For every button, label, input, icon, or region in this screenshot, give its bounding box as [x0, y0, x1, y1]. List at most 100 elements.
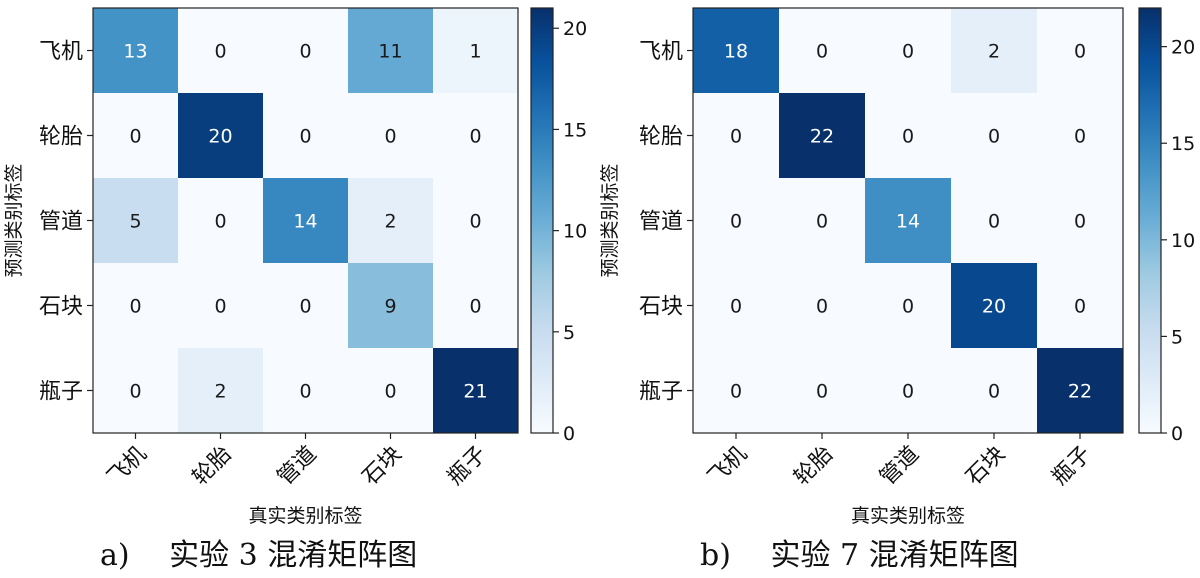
heatmap-cell	[348, 93, 434, 179]
cell-value-label: 0	[214, 211, 226, 233]
heatmap-cell	[693, 93, 780, 179]
confusion-matrix-a: 13 0 0 11 10 20 0 0 05 0 14 2 00 0 0 9 00 2 0 0 21飞机轮胎管道石块瓶子…	[3, 7, 587, 527]
x-tick-label: 轮胎	[188, 442, 237, 491]
heatmap-cell	[348, 348, 434, 434]
heatmap-cell	[348, 263, 434, 349]
heatmap-cell	[951, 8, 1038, 94]
heatmap-cell	[1037, 263, 1124, 349]
heatmap-cell	[779, 263, 866, 349]
confusion-matrix-b: 18 0 0 2 00 22 0 0 00 0 14 0 00 0 0 20 00 0 0 0 22飞机轮胎管道石块瓶子…	[599, 7, 1195, 527]
heatmap-cell	[178, 8, 264, 94]
y-tick-label: 管道	[39, 210, 83, 235]
cell-value-label: 0	[988, 126, 1000, 148]
caption-b: b) 实验 7 混淆矩阵图	[700, 538, 1019, 573]
x-axis-label: 真实类别标签	[851, 505, 965, 527]
cell-value-label: 21	[463, 381, 487, 403]
y-tick-label: 瓶子	[39, 380, 83, 405]
x-tick-label: 瓶子	[443, 442, 492, 491]
heatmap-cell	[263, 8, 349, 94]
heatmap-cell	[1037, 348, 1124, 434]
heatmap-cell	[93, 178, 179, 264]
y-axis-label: 预测类别标签	[599, 163, 621, 277]
heatmap-cell	[865, 263, 952, 349]
cell-value-label: 0	[816, 41, 828, 63]
cell-value-label: 0	[816, 296, 828, 318]
y-tick-label: 飞机	[39, 40, 83, 65]
heatmap-cell	[779, 178, 866, 264]
heatmap-cell	[433, 263, 519, 349]
colorbar-tick-label: 15	[563, 119, 587, 141]
colorbar-tick-label: 0	[563, 423, 575, 445]
heatmap-cell	[779, 93, 866, 179]
cell-value-label: 0	[469, 126, 481, 148]
cell-value-label: 0	[730, 296, 742, 318]
colorbar-tick-label: 20	[563, 18, 587, 40]
heatmap-cell	[433, 8, 519, 94]
cell-value-label: 0	[469, 296, 481, 318]
x-tick-label: 石块	[358, 442, 407, 491]
cell-value-label: 13	[123, 41, 147, 63]
x-tick-label: 管道	[875, 442, 924, 491]
cell-value-label: 0	[816, 211, 828, 233]
heatmap-cell	[865, 8, 952, 94]
heatmap-cell	[433, 348, 519, 434]
cell-value-label: 20	[982, 296, 1006, 318]
cell-value-label: 5	[129, 211, 141, 233]
heatmap-cell	[693, 263, 780, 349]
y-axis-label: 预测类别标签	[3, 163, 25, 277]
cell-value-label: 0	[469, 211, 481, 233]
heatmap-cell	[93, 348, 179, 434]
cell-value-label: 11	[378, 41, 402, 63]
cell-value-label: 20	[208, 126, 232, 148]
cell-value-label: 0	[902, 381, 914, 403]
colorbar-tick-label: 5	[1171, 326, 1183, 348]
cell-value-label: 14	[896, 211, 920, 233]
heatmap-cell	[433, 178, 519, 264]
colorbar-tick-label: 15	[1171, 133, 1195, 155]
cell-value-label: 0	[902, 41, 914, 63]
cell-value-label: 0	[214, 296, 226, 318]
heatmap-cell	[779, 8, 866, 94]
heatmap-cell	[263, 178, 349, 264]
cell-value-label: 0	[1074, 126, 1086, 148]
x-tick-label: 飞机	[103, 442, 152, 491]
cell-value-label: 0	[1074, 211, 1086, 233]
heatmap-cell	[178, 263, 264, 349]
colorbar	[1138, 7, 1162, 434]
heatmap-cell	[93, 93, 179, 179]
cell-value-label: 0	[988, 381, 1000, 403]
cell-value-label: 0	[730, 381, 742, 403]
heatmap-cell	[178, 178, 264, 264]
heatmap-cell	[348, 178, 434, 264]
heatmap-cell	[865, 348, 952, 434]
x-tick-label: 管道	[273, 442, 322, 491]
colorbar	[530, 7, 554, 434]
heatmap-cell	[263, 348, 349, 434]
cell-value-label: 0	[988, 211, 1000, 233]
y-tick-label: 轮胎	[639, 125, 683, 150]
heatmap-cell	[1037, 93, 1124, 179]
heatmap-cell	[693, 178, 780, 264]
cell-value-label: 22	[1068, 381, 1092, 403]
cell-value-label: 1	[469, 41, 481, 63]
colorbar-tick-label: 20	[1171, 37, 1195, 59]
y-tick-label: 石块	[39, 295, 83, 320]
cell-value-label: 0	[299, 41, 311, 63]
heatmap-cell	[865, 178, 952, 264]
cell-value-label: 2	[384, 211, 396, 233]
x-axis-label: 真实类别标签	[248, 505, 362, 527]
x-tick-label: 石块	[961, 442, 1010, 491]
colorbar-tick-label: 10	[563, 221, 587, 243]
cell-value-label: 9	[384, 296, 396, 318]
cell-value-label: 0	[129, 126, 141, 148]
cell-value-label: 0	[1074, 41, 1086, 63]
heatmap-cell	[433, 93, 519, 179]
heatmap-cell	[951, 348, 1038, 434]
y-tick-label: 管道	[639, 210, 683, 235]
cell-value-label: 0	[129, 381, 141, 403]
y-tick-label: 瓶子	[639, 380, 683, 405]
x-tick-label: 飞机	[703, 442, 752, 491]
cell-value-label: 14	[293, 211, 317, 233]
heatmap-cell	[348, 8, 434, 94]
